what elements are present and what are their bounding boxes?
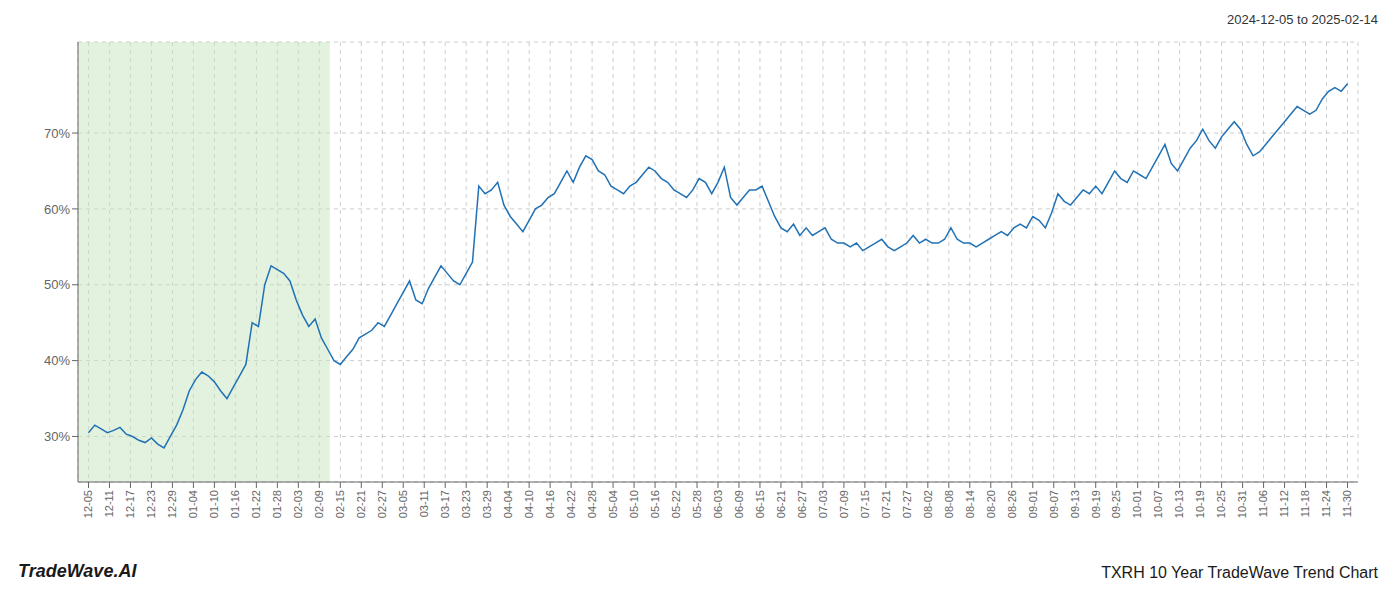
svg-text:10-13: 10-13 [1173, 490, 1185, 518]
svg-text:02-09: 02-09 [313, 490, 325, 518]
svg-text:08-02: 08-02 [922, 490, 934, 518]
svg-text:03-29: 03-29 [481, 490, 493, 518]
html-text:TradeWave.AI: TradeWave.AI [18, 561, 137, 581]
svg-text:12-11: 12-11 [103, 490, 115, 517]
svg-text:09-19: 09-19 [1090, 490, 1102, 518]
html-text:2024-12-05 to 2025-02-14: 2024-12-05 to 2025-02-14 [1226, 12, 1378, 27]
svg-text:60%: 60% [44, 202, 70, 217]
svg-text:02-27: 02-27 [376, 490, 388, 518]
svg-text:10-31: 10-31 [1236, 490, 1248, 518]
svg-text:09-25: 09-25 [1110, 490, 1122, 518]
svg-text:10-25: 10-25 [1215, 490, 1227, 518]
svg-text:50%: 50% [44, 277, 70, 292]
svg-text:04-16: 04-16 [544, 490, 556, 518]
svg-text:02-15: 02-15 [334, 490, 346, 518]
svg-text:05-10: 05-10 [628, 490, 640, 518]
svg-text:07-03: 07-03 [817, 490, 829, 518]
svg-text:08-08: 08-08 [943, 490, 955, 518]
svg-text:11-06: 11-06 [1257, 490, 1269, 517]
svg-text:11-18: 11-18 [1299, 490, 1311, 517]
svg-text:70%: 70% [44, 126, 70, 141]
svg-text:09-07: 09-07 [1048, 490, 1060, 518]
svg-text:01-04: 01-04 [187, 490, 199, 518]
svg-text:10-19: 10-19 [1194, 490, 1206, 518]
svg-text:02-03: 02-03 [292, 490, 304, 518]
svg-text:11-30: 11-30 [1341, 490, 1353, 517]
svg-text:06-27: 06-27 [796, 490, 808, 518]
svg-text:07-21: 07-21 [880, 490, 892, 518]
svg-text:06-03: 06-03 [712, 490, 724, 518]
svg-text:06-09: 06-09 [733, 490, 745, 518]
html-text:TXRH 10 Year TradeWave Trend C: TXRH 10 Year TradeWave Trend Chart [1101, 564, 1378, 581]
svg-text:08-14: 08-14 [964, 490, 976, 518]
svg-text:01-28: 01-28 [271, 490, 283, 518]
svg-text:12-29: 12-29 [166, 490, 178, 518]
svg-text:03-05: 03-05 [397, 490, 409, 518]
svg-text:09-01: 09-01 [1027, 490, 1039, 518]
svg-text:01-16: 01-16 [229, 490, 241, 518]
svg-text:05-04: 05-04 [607, 490, 619, 518]
svg-text:05-22: 05-22 [670, 490, 682, 518]
svg-text:40%: 40% [44, 353, 70, 368]
svg-text:08-20: 08-20 [985, 490, 997, 518]
svg-text:12-23: 12-23 [145, 490, 157, 518]
svg-text:04-10: 04-10 [523, 490, 535, 518]
svg-text:01-10: 01-10 [208, 490, 220, 518]
svg-text:12-05: 12-05 [82, 490, 94, 518]
svg-text:03-17: 03-17 [439, 490, 451, 518]
svg-text:03-11: 03-11 [418, 490, 430, 517]
svg-text:04-22: 04-22 [565, 490, 577, 518]
svg-text:01-22: 01-22 [250, 490, 262, 518]
svg-text:11-12: 11-12 [1278, 490, 1290, 517]
svg-text:06-15: 06-15 [754, 490, 766, 518]
svg-text:07-27: 07-27 [901, 490, 913, 518]
svg-text:07-09: 07-09 [838, 490, 850, 518]
svg-text:11-24: 11-24 [1320, 490, 1332, 517]
svg-text:09-13: 09-13 [1069, 490, 1081, 518]
svg-text:03-23: 03-23 [460, 490, 472, 518]
svg-text:10-01: 10-01 [1131, 490, 1143, 518]
svg-text:07-15: 07-15 [859, 490, 871, 518]
svg-text:04-04: 04-04 [502, 490, 514, 518]
svg-text:05-28: 05-28 [691, 490, 703, 518]
svg-text:05-16: 05-16 [649, 490, 661, 518]
svg-text:06-21: 06-21 [775, 490, 787, 518]
svg-text:30%: 30% [44, 429, 70, 444]
svg-text:08-26: 08-26 [1006, 490, 1018, 518]
svg-text:10-07: 10-07 [1152, 490, 1164, 518]
svg-text:04-28: 04-28 [586, 490, 598, 518]
svg-text:02-21: 02-21 [355, 490, 367, 518]
svg-text:12-17: 12-17 [124, 490, 136, 518]
